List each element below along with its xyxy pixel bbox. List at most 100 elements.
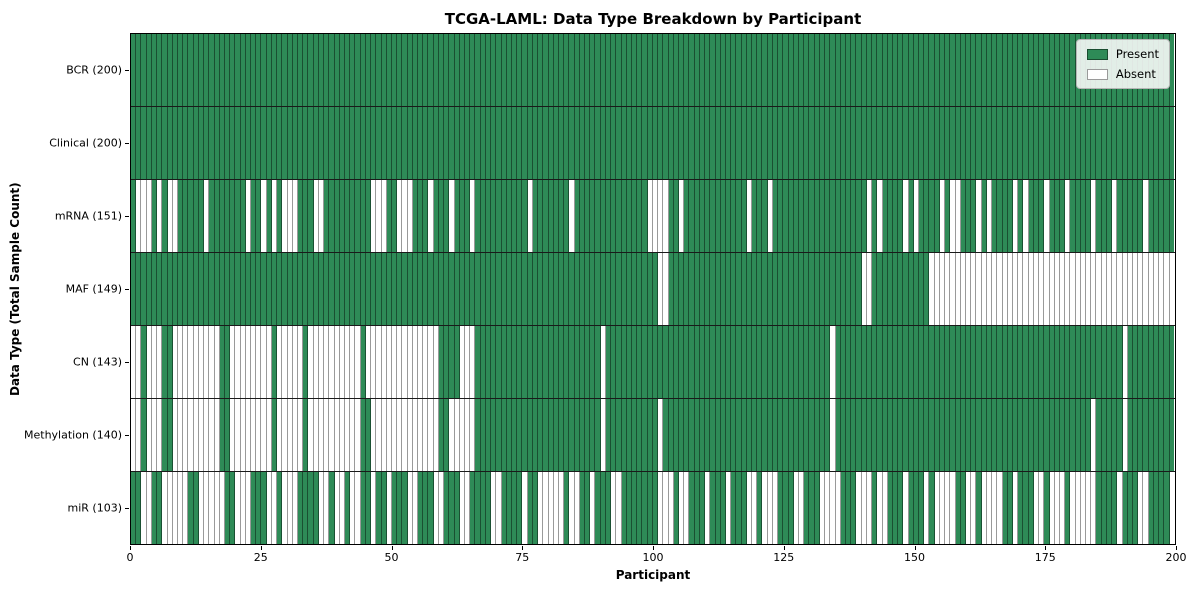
heatmap-cell [877, 253, 883, 325]
heatmap-cell [517, 107, 523, 179]
heatmap-cell [626, 399, 632, 471]
heatmap-cell [365, 253, 372, 325]
heatmap-cell [882, 253, 888, 325]
heatmap-cell [470, 180, 476, 252]
heatmap-cell [459, 180, 465, 252]
heatmap-cell [772, 253, 779, 325]
heatmap-cell [762, 107, 768, 179]
heatmap-cell [146, 107, 152, 179]
heatmap-cell [465, 253, 471, 325]
heatmap-cell [819, 326, 826, 398]
heatmap-cell [585, 34, 591, 106]
heatmap-cell [438, 107, 445, 179]
heatmap-cell [1122, 326, 1128, 398]
heatmap-cell [840, 253, 846, 325]
heatmap-cell [485, 34, 492, 106]
y-tick-label-CN: CN (143) [73, 355, 122, 369]
heatmap-cell [992, 34, 998, 106]
heatmap-cell [1122, 107, 1128, 179]
heatmap-cell [799, 107, 805, 179]
heatmap-cell [966, 399, 972, 471]
heatmap-cell [814, 253, 820, 325]
heatmap-cell [136, 34, 142, 106]
heatmap-cell [908, 253, 914, 325]
heatmap-cell [517, 399, 523, 471]
heatmap-cell [741, 472, 747, 544]
heatmap-cell [574, 253, 580, 325]
heatmap-cell [412, 472, 419, 544]
heatmap-cell [256, 107, 262, 179]
heatmap-cell [376, 180, 382, 252]
heatmap-cell [1148, 253, 1154, 325]
heatmap-cell [678, 180, 685, 252]
heatmap-cell [1044, 180, 1050, 252]
heatmap-cell [715, 472, 721, 544]
heatmap-cell [465, 472, 471, 544]
heatmap-cell [793, 326, 799, 398]
heatmap-cell [981, 253, 987, 325]
heatmap-cell [266, 180, 272, 252]
heatmap-cell [433, 472, 439, 544]
heatmap-cell [830, 253, 836, 325]
heatmap-cell [778, 253, 784, 325]
heatmap-cell [418, 399, 424, 471]
heatmap-cell [647, 399, 653, 471]
heatmap-cell [371, 326, 377, 398]
heatmap-cell [663, 472, 669, 544]
heatmap-cell [397, 326, 403, 398]
heatmap-cell [658, 326, 664, 398]
heatmap-cell [511, 253, 518, 325]
heatmap-cell [433, 399, 439, 471]
heatmap-cell [1023, 34, 1029, 106]
heatmap-cell [292, 253, 298, 325]
heatmap-cell [882, 107, 888, 179]
heatmap-cell [402, 34, 408, 106]
heatmap-cell [324, 253, 330, 325]
heatmap-cell [840, 326, 846, 398]
heatmap-cell [616, 253, 622, 325]
heatmap-cell [626, 34, 632, 106]
heatmap-cell [501, 34, 507, 106]
y-tick-mark [125, 435, 129, 437]
heatmap-cell [1086, 399, 1092, 471]
heatmap-cell [1039, 180, 1045, 252]
heatmap-cell [986, 253, 993, 325]
heatmap-cell [595, 253, 601, 325]
heatmap-cell [131, 399, 137, 471]
heatmap-cell [209, 326, 215, 398]
heatmap-cell [1117, 326, 1123, 398]
heatmap-cell [245, 253, 252, 325]
heatmap-cell [1106, 180, 1113, 252]
heatmap-cell [1012, 399, 1019, 471]
heatmap-cell [167, 180, 173, 252]
heatmap-cell [898, 107, 904, 179]
heatmap-cell [632, 180, 638, 252]
heatmap-cell [381, 399, 387, 471]
heatmap-cell [381, 472, 387, 544]
heatmap-cell [324, 472, 330, 544]
heatmap-cell [287, 472, 293, 544]
heatmap-cell [955, 326, 961, 398]
heatmap-cell [605, 180, 612, 252]
heatmap-cell [830, 472, 836, 544]
heatmap-cell [475, 399, 481, 471]
heatmap-row-mRNA [131, 180, 1175, 253]
heatmap-cell [219, 107, 225, 179]
heatmap-cell [986, 326, 993, 398]
heatmap-cell [767, 34, 773, 106]
heatmap-cell [872, 34, 878, 106]
heatmap-cell [793, 180, 799, 252]
heatmap-cell [966, 253, 972, 325]
heatmap-cell [193, 253, 199, 325]
heatmap-cell [934, 180, 940, 252]
heatmap-cell [271, 253, 278, 325]
heatmap-cell [266, 472, 272, 544]
heatmap-cell [209, 399, 215, 471]
x-tick-label-75: 75 [515, 551, 530, 564]
heatmap-cell [548, 472, 554, 544]
heatmap-cell [1117, 180, 1123, 252]
heatmap-cell [892, 326, 899, 398]
heatmap-cell [433, 34, 439, 106]
heatmap-cell [913, 399, 920, 471]
heatmap-cell [621, 326, 627, 398]
